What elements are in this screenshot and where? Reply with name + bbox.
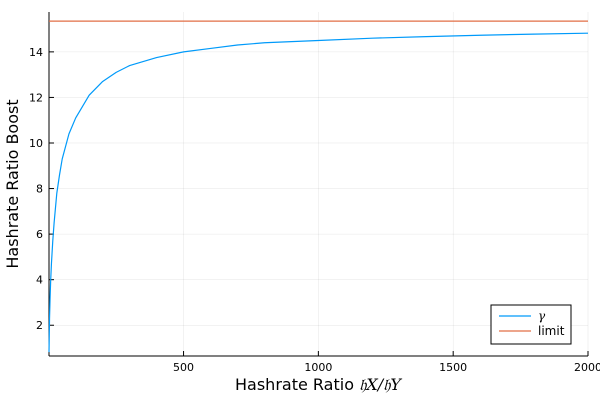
- x-tick-label: 2000: [574, 361, 600, 374]
- series: [48, 20, 589, 353]
- y-tick-label: 6: [36, 228, 43, 241]
- y-tick-label: 12: [29, 91, 43, 104]
- y-tick-label: 8: [36, 183, 43, 196]
- legend-label-limit: limit: [538, 324, 565, 338]
- legend-box: [490, 304, 572, 345]
- series-line-gamma: [48, 32, 589, 353]
- ticks: 500 1000 1500 2000 2 4 6 8 10 12 14: [29, 46, 600, 374]
- y-tick-label: 4: [36, 274, 43, 287]
- x-tick-label: 1000: [304, 361, 332, 374]
- legend: γ limit: [490, 304, 572, 345]
- y-axis-label: Hashrate Ratio Boost: [3, 99, 22, 268]
- y-tick-label: 10: [29, 137, 43, 150]
- x-axis-label: Hashrate Ratio 𝔥X/𝔥Y: [235, 375, 402, 394]
- y-tick-label: 14: [29, 46, 43, 59]
- x-tick-label: 500: [173, 361, 194, 374]
- legend-label-gamma: γ: [538, 309, 546, 323]
- grid: [49, 12, 589, 356]
- y-tick-label: 2: [36, 319, 43, 332]
- x-tick-label: 1500: [439, 361, 467, 374]
